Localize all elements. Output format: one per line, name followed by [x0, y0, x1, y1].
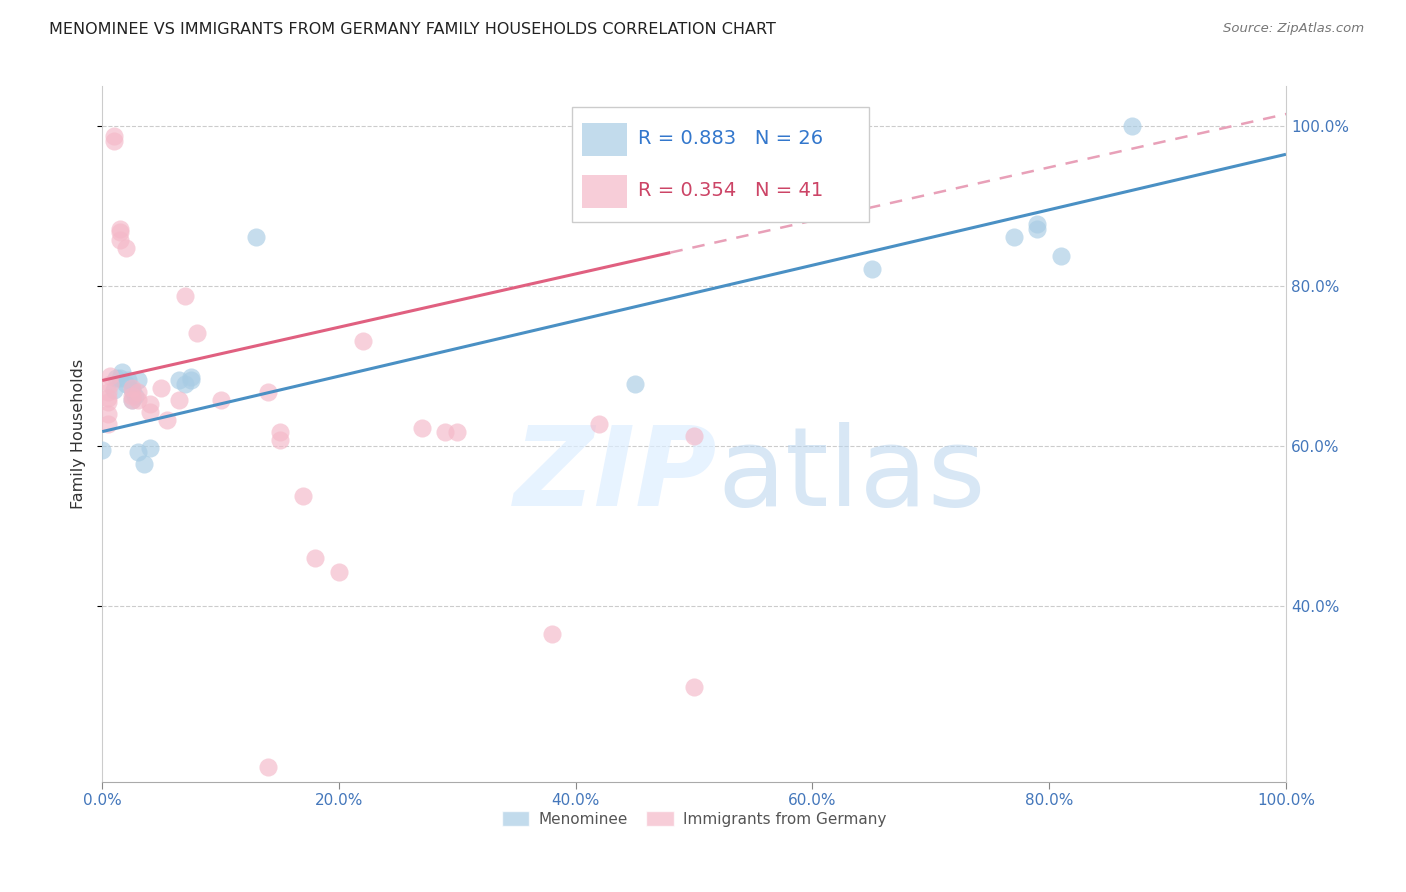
Point [156, 413, 179, 427]
Point [304, 550, 326, 565]
Bar [582, 122, 627, 156]
Point [292, 489, 315, 503]
Point [138, 397, 160, 411]
Point [588, 417, 610, 431]
Text: ZIP: ZIP [515, 422, 717, 529]
Point [434, 425, 457, 439]
Point [167, 374, 190, 388]
Point [328, 566, 350, 580]
Point [245, 229, 267, 244]
Point [186, 326, 208, 340]
Point [115, 376, 138, 391]
Point [127, 374, 149, 388]
Point [97, 407, 120, 421]
Point [111, 365, 134, 379]
Point [180, 370, 202, 384]
Text: MENOMINEE VS IMMIGRANTS FROM GERMANY FAMILY HOUSEHOLDS CORRELATION CHART: MENOMINEE VS IMMIGRANTS FROM GERMANY FAM… [49, 22, 776, 37]
Point [91, 442, 114, 457]
Point [105, 371, 128, 385]
Point [121, 381, 143, 395]
Point [860, 261, 883, 276]
Point [103, 134, 125, 148]
Point [127, 445, 149, 459]
Point [117, 374, 139, 388]
Point [174, 289, 197, 303]
Point [269, 433, 291, 447]
Point [167, 392, 190, 407]
Point [446, 425, 468, 439]
Point [1026, 221, 1049, 235]
Point [121, 392, 143, 407]
Point [1050, 249, 1073, 263]
Point [103, 128, 125, 143]
Point [121, 383, 143, 397]
Point [97, 384, 120, 399]
Point [127, 392, 149, 407]
Point [121, 392, 143, 407]
Point [150, 381, 173, 395]
Point [97, 395, 120, 409]
Point [209, 392, 232, 407]
Point [108, 221, 131, 235]
Point [127, 384, 149, 399]
Bar [582, 175, 627, 208]
Point [257, 760, 280, 774]
Text: atlas: atlas [717, 422, 986, 529]
Point [138, 405, 160, 419]
Point [108, 225, 131, 239]
Point [269, 425, 291, 439]
Point [1026, 217, 1049, 231]
Point [121, 389, 143, 403]
Point [108, 371, 131, 385]
FancyBboxPatch shape [572, 107, 869, 222]
Point [124, 389, 146, 403]
Point [683, 429, 706, 443]
Point [132, 457, 155, 471]
Point [97, 417, 120, 431]
Point [115, 241, 138, 255]
Point [100, 368, 122, 383]
Point [180, 374, 202, 388]
Point [100, 376, 122, 391]
Point [138, 441, 160, 455]
Legend: Menominee, Immigrants from Germany: Menominee, Immigrants from Germany [496, 805, 893, 833]
Point [352, 334, 374, 348]
Point [624, 376, 647, 391]
Point [174, 376, 197, 391]
Point [257, 384, 280, 399]
Text: Source: ZipAtlas.com: Source: ZipAtlas.com [1223, 22, 1364, 36]
Point [541, 627, 564, 641]
Point [97, 391, 120, 405]
Text: R = 0.354   N = 41: R = 0.354 N = 41 [638, 181, 824, 200]
Point [103, 383, 125, 397]
Point [1121, 120, 1143, 134]
Point [411, 421, 433, 435]
Text: R = 0.883   N = 26: R = 0.883 N = 26 [638, 129, 824, 148]
Point [1002, 229, 1025, 244]
Point [683, 681, 706, 695]
Y-axis label: Family Households: Family Households [72, 359, 86, 509]
Point [108, 233, 131, 247]
